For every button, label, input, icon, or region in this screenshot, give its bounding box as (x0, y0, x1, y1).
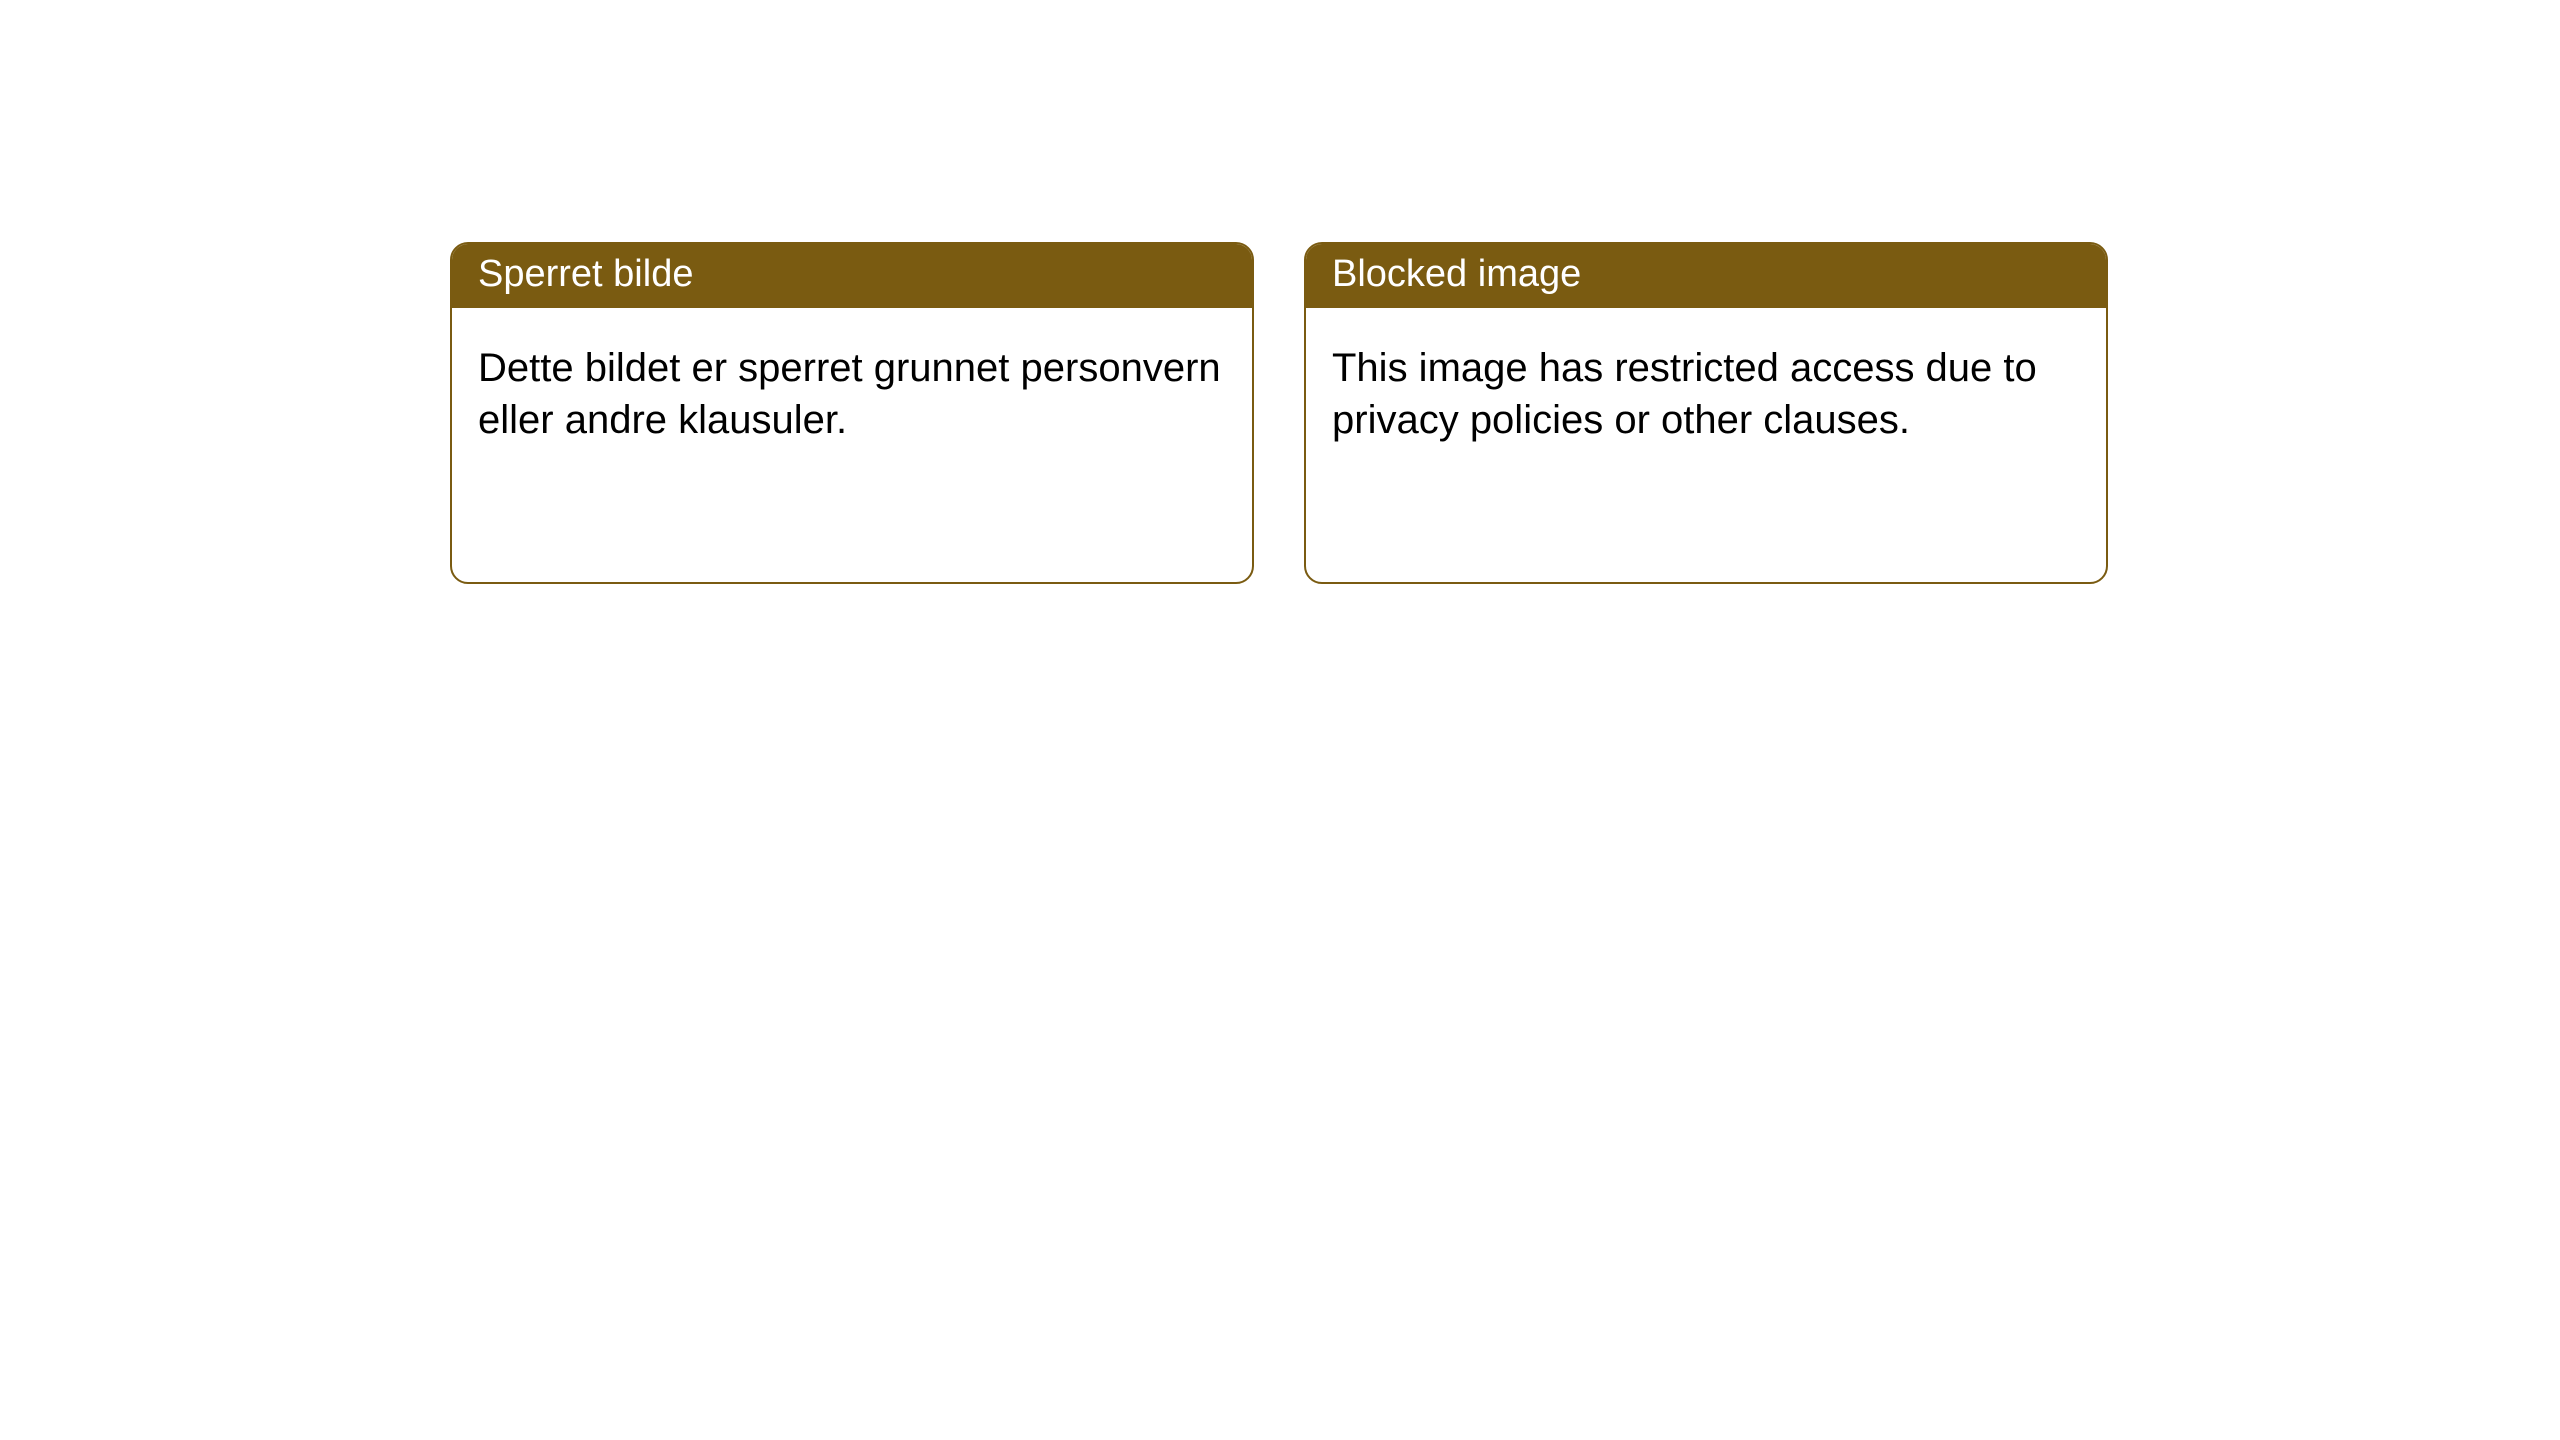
blocked-image-card-no: Sperret bilde Dette bildet er sperret gr… (450, 242, 1254, 584)
notice-cards-container: Sperret bilde Dette bildet er sperret gr… (0, 0, 2560, 584)
card-body-text-en: This image has restricted access due to … (1332, 346, 2037, 443)
card-title-no: Sperret bilde (478, 253, 693, 295)
card-body-en: This image has restricted access due to … (1306, 308, 2106, 582)
card-header-no: Sperret bilde (452, 244, 1252, 308)
card-header-en: Blocked image (1306, 244, 2106, 308)
card-body-text-no: Dette bildet er sperret grunnet personve… (478, 346, 1221, 443)
card-body-no: Dette bildet er sperret grunnet personve… (452, 308, 1252, 582)
card-title-en: Blocked image (1332, 253, 1581, 295)
blocked-image-card-en: Blocked image This image has restricted … (1304, 242, 2108, 584)
